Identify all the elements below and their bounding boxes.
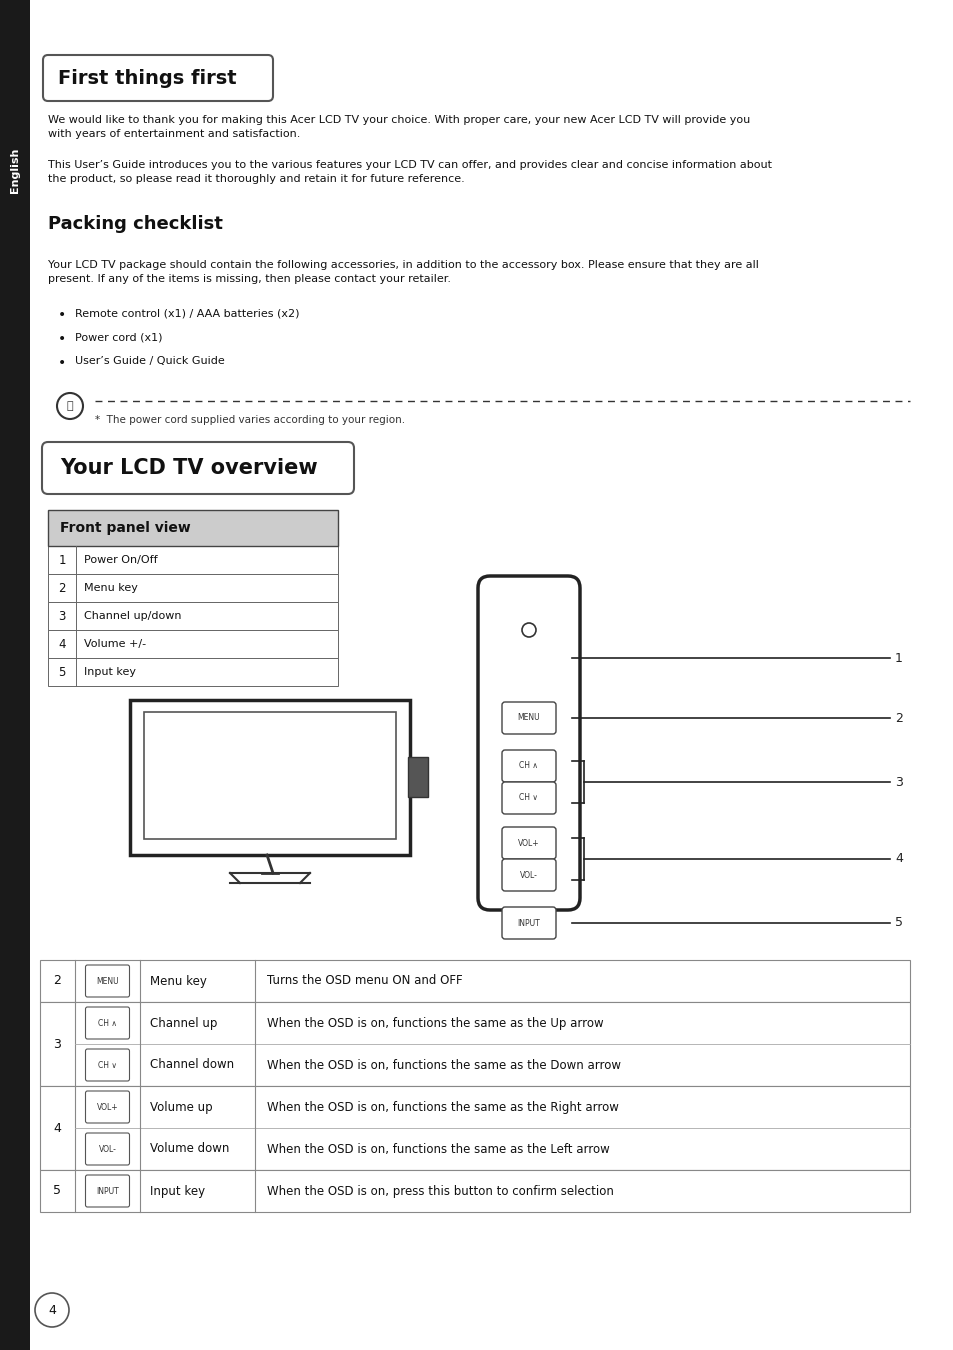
Text: Your LCD TV overview: Your LCD TV overview: [60, 458, 317, 478]
Text: When the OSD is on, functions the same as the Left arrow: When the OSD is on, functions the same a…: [267, 1142, 609, 1156]
Text: ⚿: ⚿: [67, 401, 73, 410]
Text: CH ∧: CH ∧: [519, 761, 537, 771]
Bar: [40, 1085, 909, 1170]
FancyBboxPatch shape: [86, 1007, 130, 1040]
Text: CH ∨: CH ∨: [98, 1061, 117, 1069]
FancyBboxPatch shape: [86, 1049, 130, 1081]
Text: Menu key: Menu key: [84, 583, 138, 593]
FancyBboxPatch shape: [501, 751, 556, 782]
FancyBboxPatch shape: [42, 441, 354, 494]
Text: When the OSD is on, functions the same as the Right arrow: When the OSD is on, functions the same a…: [267, 1100, 618, 1114]
Bar: [48, 602, 337, 630]
FancyBboxPatch shape: [501, 907, 556, 940]
Bar: [408, 757, 428, 796]
Text: Power On/Off: Power On/Off: [84, 555, 157, 566]
Text: 1: 1: [58, 554, 66, 567]
Text: User’s Guide / Quick Guide: User’s Guide / Quick Guide: [75, 356, 225, 366]
Bar: [48, 545, 337, 574]
Text: VOL-: VOL-: [98, 1145, 116, 1153]
Text: Volume down: Volume down: [150, 1142, 229, 1156]
Circle shape: [35, 1293, 69, 1327]
Text: 4: 4: [58, 637, 66, 651]
Text: When the OSD is on, functions the same as the Up arrow: When the OSD is on, functions the same a…: [267, 1017, 603, 1030]
Bar: [0, 0, 30, 1350]
Text: VOL+: VOL+: [96, 1103, 118, 1111]
Bar: [48, 657, 337, 686]
Text: 1: 1: [894, 652, 902, 664]
Text: Channel up/down: Channel up/down: [84, 612, 181, 621]
Text: Power cord (x1): Power cord (x1): [75, 332, 162, 342]
Text: When the OSD is on, press this button to confirm selection: When the OSD is on, press this button to…: [267, 1184, 613, 1197]
Text: Channel up: Channel up: [150, 1017, 217, 1030]
Circle shape: [521, 622, 536, 637]
Text: *  The power cord supplied varies according to your region.: * The power cord supplied varies accordi…: [95, 414, 405, 425]
Bar: [130, 701, 410, 855]
Text: First things first: First things first: [58, 69, 236, 88]
Text: When the OSD is on, functions the same as the Down arrow: When the OSD is on, functions the same a…: [267, 1058, 620, 1072]
Text: INPUT: INPUT: [517, 918, 539, 927]
Bar: [40, 960, 909, 1002]
Bar: [48, 574, 337, 602]
Bar: [40, 1002, 909, 1085]
Bar: [144, 711, 395, 838]
Text: •: •: [58, 332, 66, 346]
Bar: [40, 1170, 909, 1212]
Text: This User’s Guide introduces you to the various features your LCD TV can offer, : This User’s Guide introduces you to the …: [48, 161, 771, 184]
Text: MENU: MENU: [517, 714, 539, 722]
FancyBboxPatch shape: [501, 828, 556, 859]
Text: 3: 3: [894, 775, 902, 788]
Text: •: •: [58, 356, 66, 370]
Text: VOL+: VOL+: [517, 838, 539, 848]
Text: •: •: [58, 308, 66, 323]
FancyBboxPatch shape: [43, 55, 273, 101]
Text: VOL-: VOL-: [519, 871, 537, 879]
Text: 2: 2: [58, 582, 66, 594]
Bar: [48, 630, 337, 657]
Text: Front panel view: Front panel view: [60, 521, 191, 535]
Text: 3: 3: [53, 1038, 61, 1050]
Text: Input key: Input key: [84, 667, 136, 676]
Text: English: English: [10, 147, 20, 193]
Text: 5: 5: [58, 666, 66, 679]
Text: 3: 3: [58, 609, 66, 622]
Text: MENU: MENU: [96, 976, 119, 986]
Text: Your LCD TV package should contain the following accessories, in addition to the: Your LCD TV package should contain the f…: [48, 261, 758, 284]
Text: 2: 2: [53, 975, 61, 987]
FancyBboxPatch shape: [86, 1133, 130, 1165]
Text: Input key: Input key: [150, 1184, 205, 1197]
Text: Remote control (x1) / AAA batteries (x2): Remote control (x1) / AAA batteries (x2): [75, 308, 299, 319]
Text: INPUT: INPUT: [96, 1187, 119, 1196]
Text: 4: 4: [53, 1122, 61, 1134]
FancyBboxPatch shape: [86, 965, 130, 998]
FancyBboxPatch shape: [86, 1091, 130, 1123]
Text: 5: 5: [894, 917, 902, 930]
Text: 4: 4: [48, 1304, 56, 1316]
Text: Packing checklist: Packing checklist: [48, 215, 223, 234]
FancyBboxPatch shape: [477, 576, 579, 910]
Text: Menu key: Menu key: [150, 975, 207, 987]
FancyBboxPatch shape: [501, 859, 556, 891]
FancyBboxPatch shape: [501, 702, 556, 734]
Circle shape: [57, 393, 83, 418]
Text: CH ∧: CH ∧: [98, 1018, 117, 1027]
FancyBboxPatch shape: [501, 782, 556, 814]
Text: 4: 4: [894, 852, 902, 865]
Text: Volume up: Volume up: [150, 1100, 213, 1114]
Text: Volume +/-: Volume +/-: [84, 639, 146, 649]
Text: 2: 2: [894, 711, 902, 725]
Text: CH ∨: CH ∨: [519, 794, 537, 802]
FancyBboxPatch shape: [86, 1174, 130, 1207]
Text: Turns the OSD menu ON and OFF: Turns the OSD menu ON and OFF: [267, 975, 462, 987]
Bar: [48, 510, 337, 545]
Text: Channel down: Channel down: [150, 1058, 233, 1072]
Text: We would like to thank you for making this Acer LCD TV your choice. With proper : We would like to thank you for making th…: [48, 115, 749, 139]
Text: 5: 5: [53, 1184, 61, 1197]
